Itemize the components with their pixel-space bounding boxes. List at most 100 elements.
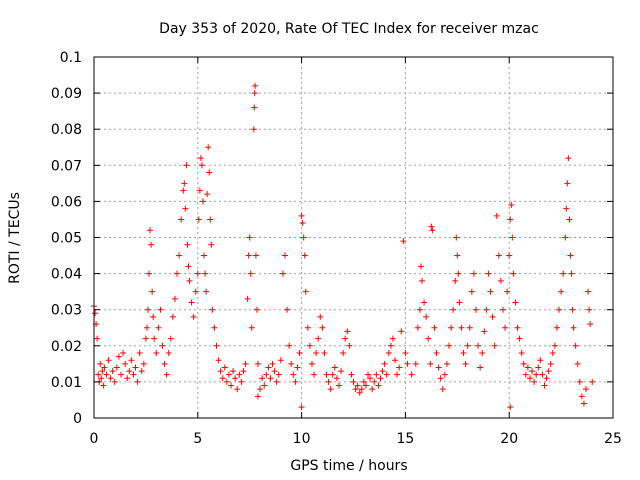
y-tick-label: 0.08	[51, 122, 82, 138]
data-point	[142, 335, 149, 342]
data-point	[348, 371, 355, 378]
data-point	[140, 360, 147, 367]
data-point	[306, 342, 313, 349]
data-point	[184, 241, 191, 248]
data-point	[373, 371, 380, 378]
data-point	[169, 313, 176, 320]
data-point	[342, 335, 349, 342]
data-point	[321, 350, 328, 357]
data-point	[452, 277, 459, 284]
data-point	[333, 375, 340, 382]
data-point	[439, 386, 446, 393]
data-point	[516, 335, 523, 342]
data-point	[251, 90, 258, 97]
data-point	[522, 371, 529, 378]
data-point	[103, 371, 110, 378]
data-point	[340, 350, 347, 357]
data-point	[101, 364, 108, 371]
data-point	[242, 360, 249, 367]
data-point	[301, 252, 308, 259]
data-point	[120, 350, 127, 357]
data-point	[354, 382, 361, 389]
data-point	[587, 321, 594, 328]
data-point	[228, 382, 235, 389]
data-point	[271, 368, 278, 375]
data-point	[113, 364, 120, 371]
data-point	[338, 368, 345, 375]
data-point	[428, 223, 435, 230]
data-point	[144, 306, 151, 313]
data-point	[379, 368, 386, 375]
data-point	[396, 364, 403, 371]
data-point	[246, 234, 253, 241]
data-point	[586, 306, 593, 313]
data-point	[284, 306, 291, 313]
data-point	[551, 342, 558, 349]
y-tick-label: 0.09	[51, 86, 82, 102]
data-point	[185, 263, 192, 270]
data-point	[583, 386, 590, 393]
data-point	[455, 270, 462, 277]
data-point	[94, 335, 101, 342]
data-point	[215, 357, 222, 364]
data-point	[398, 328, 405, 335]
data-point	[211, 324, 218, 331]
data-point	[251, 104, 258, 111]
data-point	[181, 180, 188, 187]
data-point	[329, 371, 336, 378]
data-point	[167, 335, 174, 342]
y-tick-label: 0.05	[51, 231, 82, 247]
data-point	[221, 364, 228, 371]
data-point	[138, 368, 145, 375]
data-point	[358, 386, 365, 393]
x-tick-label: 15	[396, 431, 414, 447]
data-point	[252, 82, 259, 89]
data-point	[240, 368, 247, 375]
data-point	[275, 371, 282, 378]
data-point	[279, 270, 286, 277]
data-point	[375, 382, 382, 389]
data-point	[182, 205, 189, 212]
data-point	[117, 371, 124, 378]
data-point	[98, 375, 105, 382]
data-points	[91, 82, 596, 411]
data-point	[148, 241, 155, 248]
data-point	[362, 382, 369, 389]
data-point	[367, 375, 374, 382]
data-point	[580, 400, 587, 407]
data-point	[308, 360, 315, 367]
data-point	[236, 371, 243, 378]
data-point	[149, 288, 156, 295]
data-point	[198, 162, 205, 169]
data-point	[485, 270, 492, 277]
data-point	[100, 382, 107, 389]
y-axis-tick-labels: 0 0.01 0.02 0.03 0.04 0.05 0.06 0.07 0.08 0.09 0.1	[51, 50, 82, 427]
data-point	[206, 169, 213, 176]
data-point	[207, 216, 214, 223]
data-point	[209, 306, 216, 313]
data-point	[146, 270, 153, 277]
data-point	[462, 360, 469, 367]
data-point	[252, 252, 259, 259]
data-point	[520, 360, 527, 367]
data-point	[545, 368, 552, 375]
y-tick-label: 0.06	[51, 194, 82, 210]
data-point	[508, 202, 515, 209]
data-point	[585, 288, 592, 295]
data-point	[385, 350, 392, 357]
data-point	[255, 360, 262, 367]
data-point	[543, 375, 550, 382]
data-point	[572, 342, 579, 349]
data-point	[504, 288, 511, 295]
data-point	[350, 378, 357, 385]
data-point	[232, 375, 239, 382]
data-point	[443, 360, 450, 367]
data-point	[365, 371, 372, 378]
data-point	[115, 353, 122, 360]
data-point	[204, 191, 211, 198]
data-point	[537, 357, 544, 364]
data-point	[445, 342, 452, 349]
data-point	[150, 313, 157, 320]
data-point	[456, 299, 463, 306]
data-point	[529, 368, 536, 375]
